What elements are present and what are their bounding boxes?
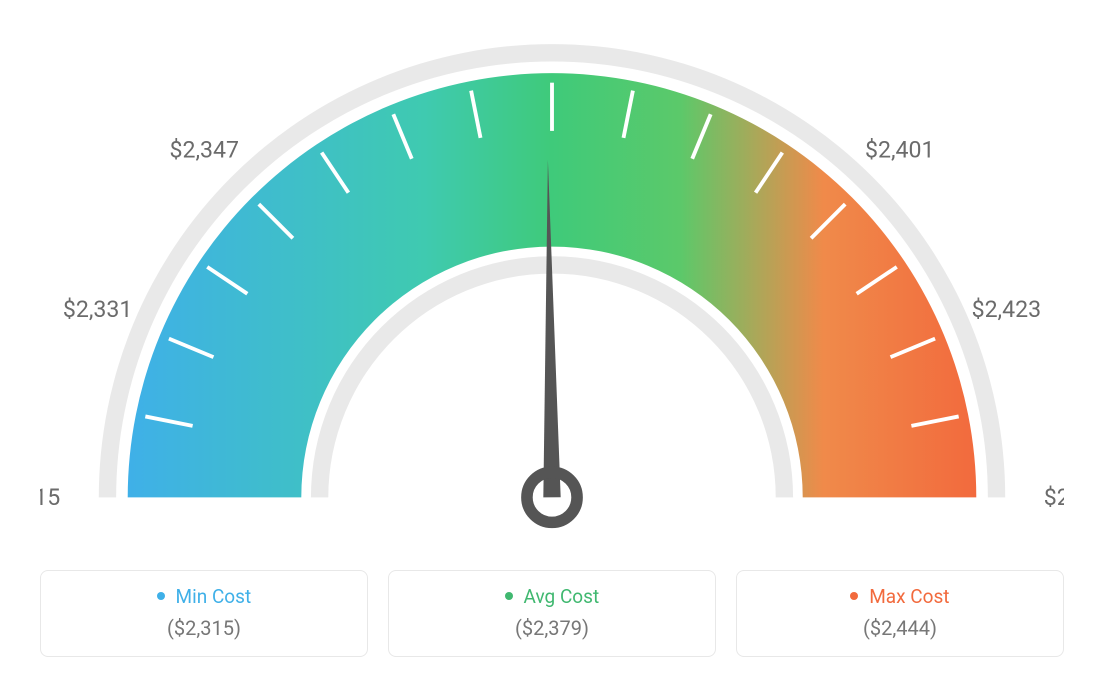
legend-bullet-avg bbox=[505, 592, 513, 600]
legend-card-avg: Avg Cost ($2,379) bbox=[388, 570, 716, 657]
svg-text:$2,401: $2,401 bbox=[865, 136, 935, 163]
gauge-svg: $2,315$2,331$2,347$2,379$2,401$2,423$2,4… bbox=[40, 20, 1064, 560]
legend-value-avg: ($2,379) bbox=[409, 616, 695, 640]
legend-label-text: Avg Cost bbox=[524, 585, 600, 608]
legend-label-text: Min Cost bbox=[176, 585, 252, 608]
legend-value-max: ($2,444) bbox=[757, 616, 1043, 640]
legend-bullet-max bbox=[850, 592, 858, 600]
legend-row: Min Cost ($2,315) Avg Cost ($2,379) Max … bbox=[40, 570, 1064, 657]
svg-text:$2,331: $2,331 bbox=[63, 296, 133, 323]
svg-text:$2,423: $2,423 bbox=[972, 296, 1042, 323]
legend-label: Max Cost bbox=[757, 585, 1043, 608]
gauge-chart: $2,315$2,331$2,347$2,379$2,401$2,423$2,4… bbox=[40, 20, 1064, 560]
svg-text:$2,347: $2,347 bbox=[169, 136, 239, 163]
svg-text:$2,444: $2,444 bbox=[1044, 484, 1064, 511]
legend-label: Min Cost bbox=[61, 585, 347, 608]
legend-card-max: Max Cost ($2,444) bbox=[736, 570, 1064, 657]
legend-label: Avg Cost bbox=[409, 585, 695, 608]
legend-value-min: ($2,315) bbox=[61, 616, 347, 640]
svg-text:$2,315: $2,315 bbox=[40, 484, 60, 511]
legend-label-text: Max Cost bbox=[869, 585, 949, 608]
legend-card-min: Min Cost ($2,315) bbox=[40, 570, 368, 657]
legend-bullet-min bbox=[157, 592, 165, 600]
